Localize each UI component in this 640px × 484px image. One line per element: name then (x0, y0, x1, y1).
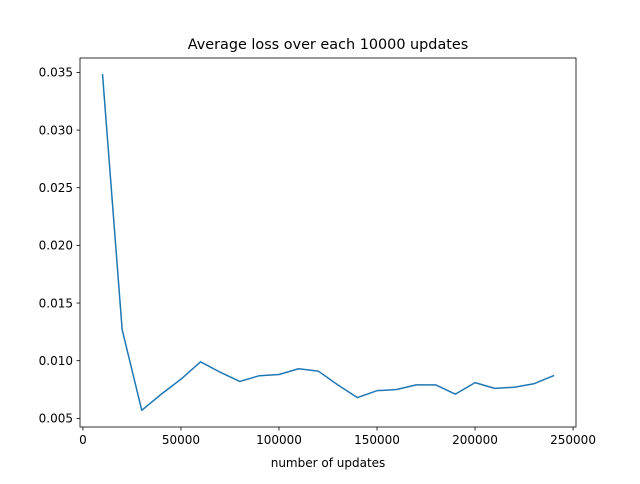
y-tick-label: 0.035 (39, 66, 73, 80)
x-tick-label: 50000 (162, 433, 200, 447)
x-tick-label: 100000 (256, 433, 302, 447)
x-tick-label: 200000 (452, 433, 498, 447)
y-tick-label: 0.030 (39, 123, 73, 137)
x-tick-label: 150000 (354, 433, 400, 447)
x-axis-label: number of updates (271, 456, 386, 470)
plot-area (79, 57, 577, 428)
x-tick-label: 250000 (550, 433, 596, 447)
x-axis: 0 50000 100000 150000 200000 250000 (79, 427, 596, 447)
chart-title: Average loss over each 10000 updates (188, 37, 469, 53)
series-line-0 (101, 73, 555, 412)
y-tick-label: 0.020 (39, 239, 73, 253)
axes-frame (79, 57, 577, 428)
y-tick-label: 0.025 (39, 181, 73, 195)
y-tick-label: 0.010 (39, 354, 73, 368)
x-tick-label: 0 (79, 433, 87, 447)
y-tick-label: 0.015 (39, 296, 73, 310)
y-axis: 0.005 0.010 0.015 0.020 0.025 0.030 0.035 (39, 66, 80, 426)
y-tick-label: 0.005 (39, 412, 73, 426)
